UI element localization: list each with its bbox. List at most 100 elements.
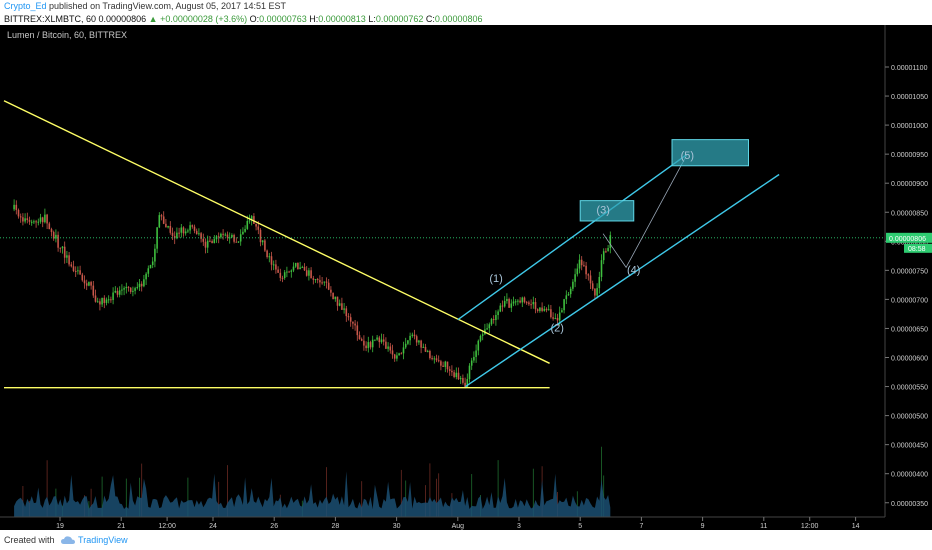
candle-body bbox=[105, 299, 108, 303]
candle-body bbox=[44, 214, 46, 223]
candle-body bbox=[26, 218, 29, 221]
candle-body bbox=[459, 378, 462, 380]
candle-body bbox=[424, 346, 427, 352]
candle-body bbox=[543, 308, 546, 311]
candle-body bbox=[63, 246, 66, 258]
candle-body bbox=[290, 270, 293, 272]
candle-body bbox=[305, 270, 308, 276]
candle-body bbox=[147, 268, 150, 274]
candle-body bbox=[92, 285, 95, 296]
channel-lower-line[interactable] bbox=[465, 173, 780, 388]
candle-body bbox=[294, 262, 297, 267]
price-axis[interactable]: 0.00001100 0.00001050 0.00001000 0.00000950… bbox=[884, 25, 932, 530]
candle-body bbox=[508, 299, 510, 308]
candle-body bbox=[114, 290, 117, 293]
candle-body bbox=[277, 269, 279, 273]
price-chart[interactable]: (1) (2) (3) (4) (5) Lumen / Bitcoin, 60, BIT… bbox=[0, 25, 932, 530]
change-value: +0.00000028 (+3.6%) bbox=[160, 14, 248, 24]
candle-body bbox=[50, 229, 53, 233]
countdown-badge bbox=[904, 243, 932, 253]
open-value: 0.00000763 bbox=[259, 14, 307, 24]
candle-body bbox=[323, 281, 326, 283]
candle-body bbox=[162, 216, 165, 224]
candle-body bbox=[222, 233, 224, 235]
candle-body bbox=[299, 267, 301, 270]
candle-body bbox=[382, 339, 385, 342]
candle-body bbox=[334, 296, 337, 300]
candle-body bbox=[453, 372, 455, 378]
open-label: O: bbox=[249, 14, 260, 24]
candle-body bbox=[598, 276, 601, 289]
candle-body bbox=[398, 353, 400, 356]
candle-body bbox=[81, 274, 84, 281]
candle-body bbox=[547, 309, 550, 311]
candle-body bbox=[292, 266, 295, 271]
candle-body bbox=[341, 303, 343, 310]
low-value: 0.00000762 bbox=[375, 14, 424, 24]
candle-body bbox=[198, 233, 200, 235]
candle-body bbox=[246, 221, 249, 229]
candle-body bbox=[393, 354, 396, 359]
candle-body bbox=[532, 302, 535, 305]
candle-body bbox=[477, 340, 480, 351]
candle-body bbox=[266, 250, 268, 258]
channel-upper-line[interactable] bbox=[457, 153, 688, 321]
candle-body bbox=[195, 230, 198, 235]
candle-body bbox=[149, 265, 152, 269]
candle-body bbox=[396, 355, 398, 359]
price-tick-label: 0.00000600 bbox=[891, 356, 928, 363]
candle-body bbox=[312, 278, 315, 280]
candle-body bbox=[354, 323, 356, 326]
candle-body bbox=[338, 303, 341, 306]
candle-body bbox=[224, 234, 227, 236]
candle-body bbox=[244, 228, 246, 232]
candle-body bbox=[488, 324, 491, 329]
candle-body bbox=[90, 282, 92, 286]
candle-body bbox=[550, 309, 552, 318]
candle-body bbox=[343, 308, 345, 310]
candle-body bbox=[468, 365, 471, 380]
candle-body bbox=[367, 342, 370, 349]
candle-body bbox=[466, 379, 469, 388]
wave-label: (5) bbox=[681, 150, 694, 162]
time-axis[interactable]: 19 21 12:00 24 26 28 30 Aug 3 5 7 9 11 12:00 14 bbox=[0, 516, 885, 530]
candle-body bbox=[138, 283, 141, 288]
candle-body bbox=[77, 270, 79, 272]
candle-body bbox=[369, 342, 372, 348]
candle-body bbox=[400, 353, 403, 355]
candle-body bbox=[600, 260, 603, 277]
candle-body bbox=[13, 204, 15, 210]
candle-body bbox=[158, 215, 161, 228]
candle-body bbox=[112, 292, 114, 300]
author-link[interactable]: Crypto_Ed bbox=[4, 1, 47, 11]
time-tick-label: 21 bbox=[117, 523, 125, 530]
wave-projection-path[interactable] bbox=[602, 153, 688, 269]
time-tick-label: 14 bbox=[852, 523, 860, 530]
time-tick-label: 19 bbox=[56, 523, 64, 530]
candle-body bbox=[85, 283, 88, 286]
time-tick-label: 24 bbox=[209, 523, 217, 530]
last-price: 0.00000806 bbox=[98, 14, 147, 24]
time-tick-label: Aug bbox=[452, 523, 465, 530]
price-tick-label: 0.00000950 bbox=[891, 152, 928, 159]
candle-body bbox=[33, 221, 35, 223]
tradingview-link[interactable]: TradingView bbox=[78, 535, 128, 545]
candle-body bbox=[325, 281, 328, 283]
candle-body bbox=[70, 264, 73, 267]
close-label: C: bbox=[425, 14, 435, 24]
candle-body bbox=[156, 227, 158, 249]
wave-5-target-box[interactable] bbox=[671, 139, 749, 167]
wave-3-target-box[interactable] bbox=[579, 200, 635, 222]
candle-body bbox=[235, 241, 238, 243]
candle-body bbox=[332, 292, 334, 300]
candle-body bbox=[270, 256, 273, 265]
footer: Created with TradingView bbox=[0, 530, 932, 550]
candle-body bbox=[349, 317, 352, 322]
candle-body bbox=[567, 294, 570, 296]
candle-body bbox=[66, 255, 68, 258]
candle-body bbox=[442, 365, 444, 367]
high-value: 0.00000813 bbox=[318, 14, 366, 24]
candle-body bbox=[136, 287, 139, 289]
candle-body bbox=[127, 286, 130, 288]
candle-body bbox=[319, 280, 321, 283]
